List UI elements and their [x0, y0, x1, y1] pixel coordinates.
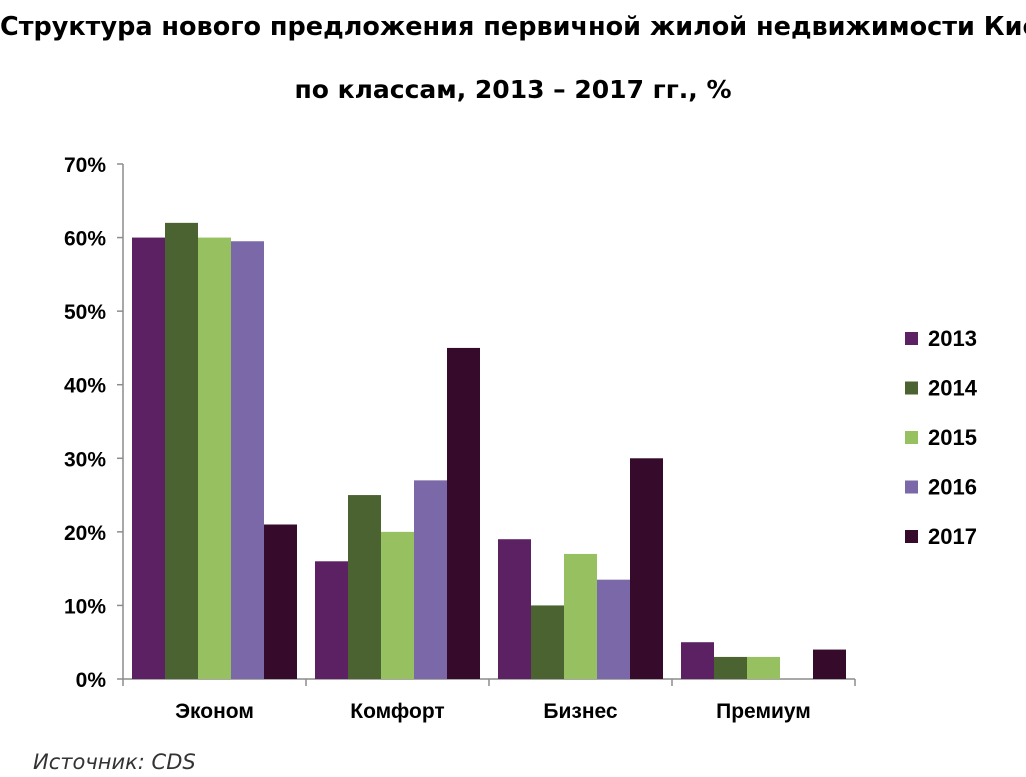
legend-swatch-2013 — [905, 332, 918, 345]
bar-2017 — [264, 524, 297, 679]
x-category-label: Комфорт — [350, 700, 444, 723]
x-category-label: Бизнес — [543, 700, 618, 723]
legend-label: 2013 — [928, 326, 977, 351]
chart-title-line-1: Структура нового предложения первичной ж… — [0, 12, 1026, 42]
x-category-label: Премиум — [716, 700, 811, 723]
bar-2014 — [348, 495, 381, 679]
bar-2014 — [165, 222, 198, 679]
y-tick-label: 0% — [76, 669, 107, 692]
bar-2013 — [132, 237, 165, 680]
bar-2015 — [381, 531, 414, 679]
bar-2014 — [714, 656, 747, 679]
legend-label: 2014 — [928, 376, 978, 401]
bar-2015 — [747, 656, 780, 679]
bar-2016 — [597, 579, 630, 679]
source-note: Источник: CDS — [33, 750, 196, 774]
bar-2015 — [564, 553, 597, 679]
bar-2017 — [630, 458, 663, 679]
y-tick-label: 20% — [64, 522, 106, 545]
bar-2015 — [198, 237, 231, 680]
y-tick-label: 30% — [64, 448, 106, 471]
legend-swatch-2015 — [905, 431, 918, 444]
bar-2014 — [531, 605, 564, 679]
bar-2017 — [447, 347, 480, 679]
bar-2013 — [498, 539, 531, 679]
y-tick-label: 50% — [64, 301, 106, 324]
y-tick-label: 60% — [64, 228, 106, 251]
bar-2013 — [315, 561, 348, 679]
bar-2016 — [231, 241, 264, 679]
legend-label: 2015 — [928, 425, 977, 450]
legend-label: 2016 — [928, 475, 977, 500]
x-category-label: Эконом — [175, 700, 254, 723]
y-tick-label: 40% — [64, 375, 106, 398]
bar-2017 — [813, 649, 846, 679]
y-tick-label: 10% — [64, 595, 106, 618]
bar-2013 — [681, 642, 714, 679]
legend-swatch-2017 — [905, 530, 918, 543]
y-tick-label: 70% — [64, 154, 106, 177]
legend-swatch-2016 — [905, 480, 918, 494]
legend-label: 2017 — [928, 524, 977, 549]
bar-2016 — [414, 480, 447, 679]
legend-swatch-2014 — [905, 381, 918, 395]
chart-title-line-2: по классам, 2013 – 2017 гг., % — [294, 75, 732, 104]
